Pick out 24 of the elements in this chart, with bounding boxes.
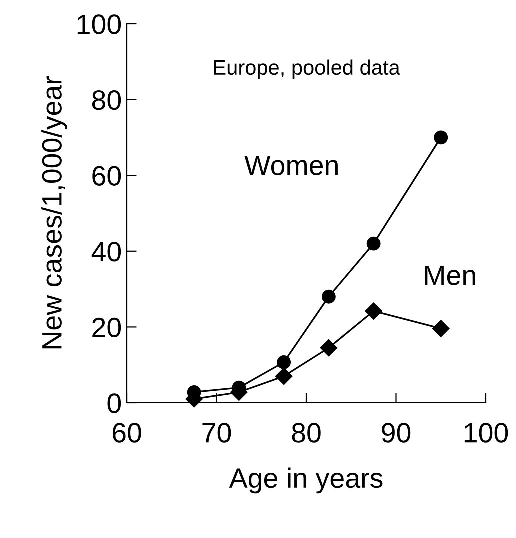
- x-tick-label: 60: [112, 423, 142, 443]
- y-tick-label: 0: [108, 394, 122, 414]
- y-tick-label: 100: [78, 14, 122, 34]
- y-axis-title: New cases/1,000/year: [42, 76, 68, 349]
- y-tick-label: 20: [92, 318, 122, 338]
- x-tick-label: 80: [292, 423, 321, 443]
- y-tick-label: 80: [92, 90, 122, 110]
- x-tick-label: 100: [464, 423, 508, 443]
- text: Women: [244, 156, 338, 176]
- point: [277, 356, 292, 370]
- point: [276, 368, 293, 386]
- annotation: Europe, pooled data: [214, 60, 400, 80]
- point: [320, 339, 338, 357]
- x-tick-label: 90: [382, 423, 411, 443]
- point: [434, 130, 448, 145]
- point: [366, 236, 381, 251]
- y-tick-label: 60: [92, 166, 122, 186]
- point: [432, 320, 450, 338]
- x-axis-title: Age in years: [229, 468, 383, 494]
- point: [365, 302, 382, 320]
- x-tick-label: 70: [202, 423, 232, 443]
- point: [322, 290, 336, 304]
- y-tick-label: 40: [92, 242, 122, 262]
- series-label: Men: [425, 266, 476, 286]
